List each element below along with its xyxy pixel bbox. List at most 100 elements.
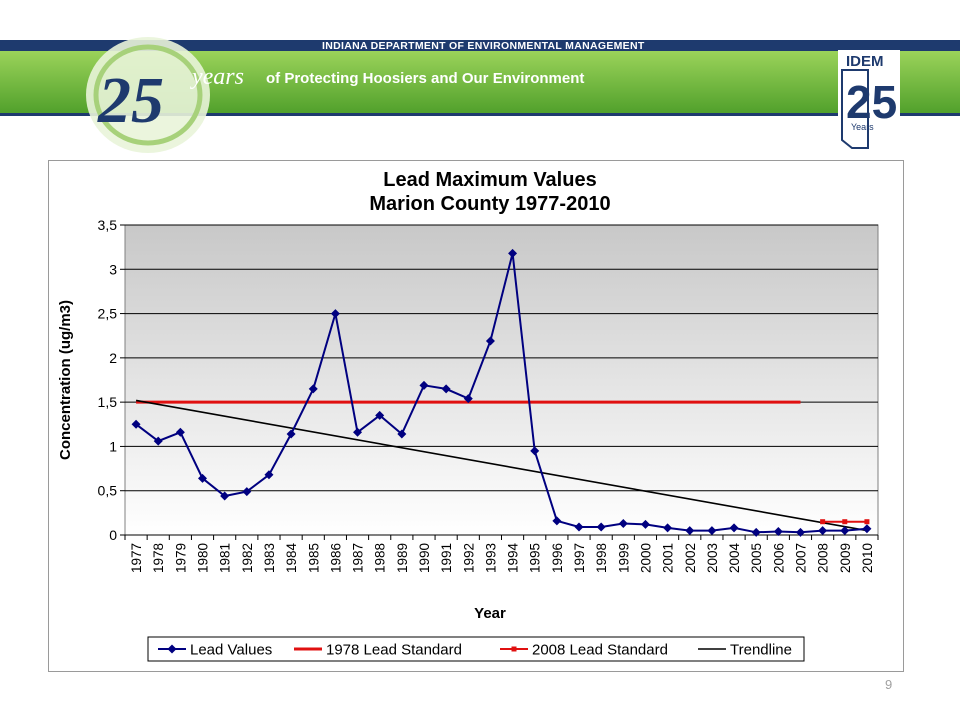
agency-name: INDIANA DEPARTMENT OF ENVIRONMENTAL MANA… xyxy=(322,40,645,52)
x-tick-label: 1996 xyxy=(550,543,565,573)
x-tick-label: 2001 xyxy=(661,543,676,573)
x-tick-label: 1992 xyxy=(461,543,476,573)
x-tick-label: 1977 xyxy=(129,543,144,573)
legend-marker xyxy=(167,644,177,654)
x-tick-label: 1984 xyxy=(284,543,299,574)
point-lead-value xyxy=(286,429,296,439)
logo-word: Years xyxy=(851,122,874,132)
x-tick-label: 2005 xyxy=(749,543,764,573)
x-tick-label: 1981 xyxy=(218,543,233,573)
logo-number: 25 xyxy=(846,76,897,128)
point-lead-value xyxy=(441,384,451,394)
chart-subtitle: Marion County 1977-2010 xyxy=(369,193,610,215)
point-lead-value xyxy=(375,410,385,420)
point-lead-value xyxy=(663,523,673,533)
point-lead-value xyxy=(330,309,340,319)
idem-logo: IDEM 25 Years xyxy=(838,50,900,150)
y-tick-label: 2,5 xyxy=(98,306,118,322)
x-tick-label: 1978 xyxy=(151,543,166,573)
point-lead-value xyxy=(795,527,805,537)
point-lead-value xyxy=(353,427,363,437)
x-tick-label: 1979 xyxy=(173,543,188,573)
point-lead-value xyxy=(862,524,872,534)
banner-bottom-line xyxy=(0,113,960,116)
point-lead-value xyxy=(596,522,606,532)
x-tick-label: 1997 xyxy=(572,543,587,573)
series-lead-values-line xyxy=(135,253,867,534)
x-tick-label: 1980 xyxy=(196,543,211,573)
anniversary-emblem: 25 years xyxy=(86,37,244,153)
point-lead-value xyxy=(840,526,850,536)
series-trendline xyxy=(135,399,868,532)
x-tick-label: 2000 xyxy=(638,543,653,573)
lead-chart: Lead Maximum Values Marion County 1977-2… xyxy=(57,169,879,662)
point-lead-value xyxy=(308,384,318,394)
x-tick-label: 2007 xyxy=(793,543,808,573)
point-lead-value xyxy=(508,248,518,258)
point-lead-value xyxy=(530,446,540,456)
point-lead-value xyxy=(198,473,208,483)
x-tick-label: 1998 xyxy=(594,543,609,573)
point-lead-value xyxy=(818,526,828,536)
x-tick-label: 2003 xyxy=(705,543,720,573)
point-lead-value xyxy=(729,523,739,533)
header-banner: 25 years IDEM 25 Years xyxy=(0,37,960,153)
x-tick-label: 1999 xyxy=(616,543,631,573)
point-lead-value xyxy=(397,429,407,439)
legend-marker xyxy=(511,646,517,652)
x-tick-label: 1982 xyxy=(240,543,255,573)
anniversary-word: years xyxy=(190,64,244,90)
x-tick-label: 1989 xyxy=(395,543,410,573)
point-lead-value xyxy=(685,526,695,536)
point-lead-value xyxy=(264,470,274,480)
slide-number: 9 xyxy=(885,677,893,692)
chart-title: Lead Maximum Values xyxy=(383,169,596,191)
x-tick-label: 2004 xyxy=(727,543,742,574)
banner-tagline: of Protecting Hoosiers and Our Environme… xyxy=(266,70,585,87)
x-tick-label: 1990 xyxy=(417,543,432,573)
point-lead-value xyxy=(175,427,185,437)
point-lead-value xyxy=(153,436,163,446)
x-axis-ticks: 1977 1978 1979 1980 1981 1982 1983 1984 1985 1986… xyxy=(124,534,879,574)
x-tick-label: 1986 xyxy=(328,543,343,573)
y-tick-label: 0,5 xyxy=(98,483,118,499)
x-axis-label: Year xyxy=(474,605,506,622)
x-tick-label: 1983 xyxy=(262,543,277,573)
point-2008-standard xyxy=(820,519,826,525)
point-lead-value xyxy=(707,526,717,536)
x-tick-label: 2010 xyxy=(860,543,875,573)
x-tick-label: 1995 xyxy=(528,543,543,573)
y-tick-label: 3,5 xyxy=(98,217,118,233)
point-lead-value xyxy=(485,336,495,346)
point-lead-value xyxy=(463,394,473,404)
legend-label: Trendline xyxy=(730,642,792,659)
point-lead-value xyxy=(751,527,761,537)
series-layer xyxy=(131,248,872,537)
x-tick-label: 1988 xyxy=(373,543,388,573)
point-lead-value xyxy=(552,516,562,526)
x-tick-label: 2006 xyxy=(771,543,786,573)
legend: Lead Values 1978 Lead Standard 2008 Lead S… xyxy=(158,642,792,659)
y-axis-label: Concentration (ug/m3) xyxy=(57,300,74,460)
y-axis-ticks: 0 0,5 1 1,5 2 2,5 3 3,5 xyxy=(98,217,125,543)
y-tick-label: 1 xyxy=(109,438,117,454)
logo-brand: IDEM xyxy=(846,53,884,70)
x-tick-label: 2008 xyxy=(816,543,831,573)
point-lead-value xyxy=(640,519,650,529)
legend-label: Lead Values xyxy=(190,642,272,659)
point-lead-value xyxy=(131,419,141,429)
point-lead-value xyxy=(574,522,584,532)
x-tick-label: 1987 xyxy=(351,543,366,573)
legend-box xyxy=(147,636,805,662)
x-tick-label: 2009 xyxy=(838,543,853,573)
y-tick-label: 1,5 xyxy=(98,394,118,410)
y-tick-label: 2 xyxy=(109,350,117,366)
point-2008-standard xyxy=(842,519,848,525)
y-tick-label: 0 xyxy=(109,527,117,543)
point-lead-value xyxy=(242,487,252,497)
point-lead-value xyxy=(618,518,628,528)
x-tick-label: 1994 xyxy=(506,543,521,574)
point-lead-value xyxy=(419,380,429,390)
legend-label: 1978 Lead Standard xyxy=(326,642,462,659)
point-lead-value xyxy=(773,526,783,536)
